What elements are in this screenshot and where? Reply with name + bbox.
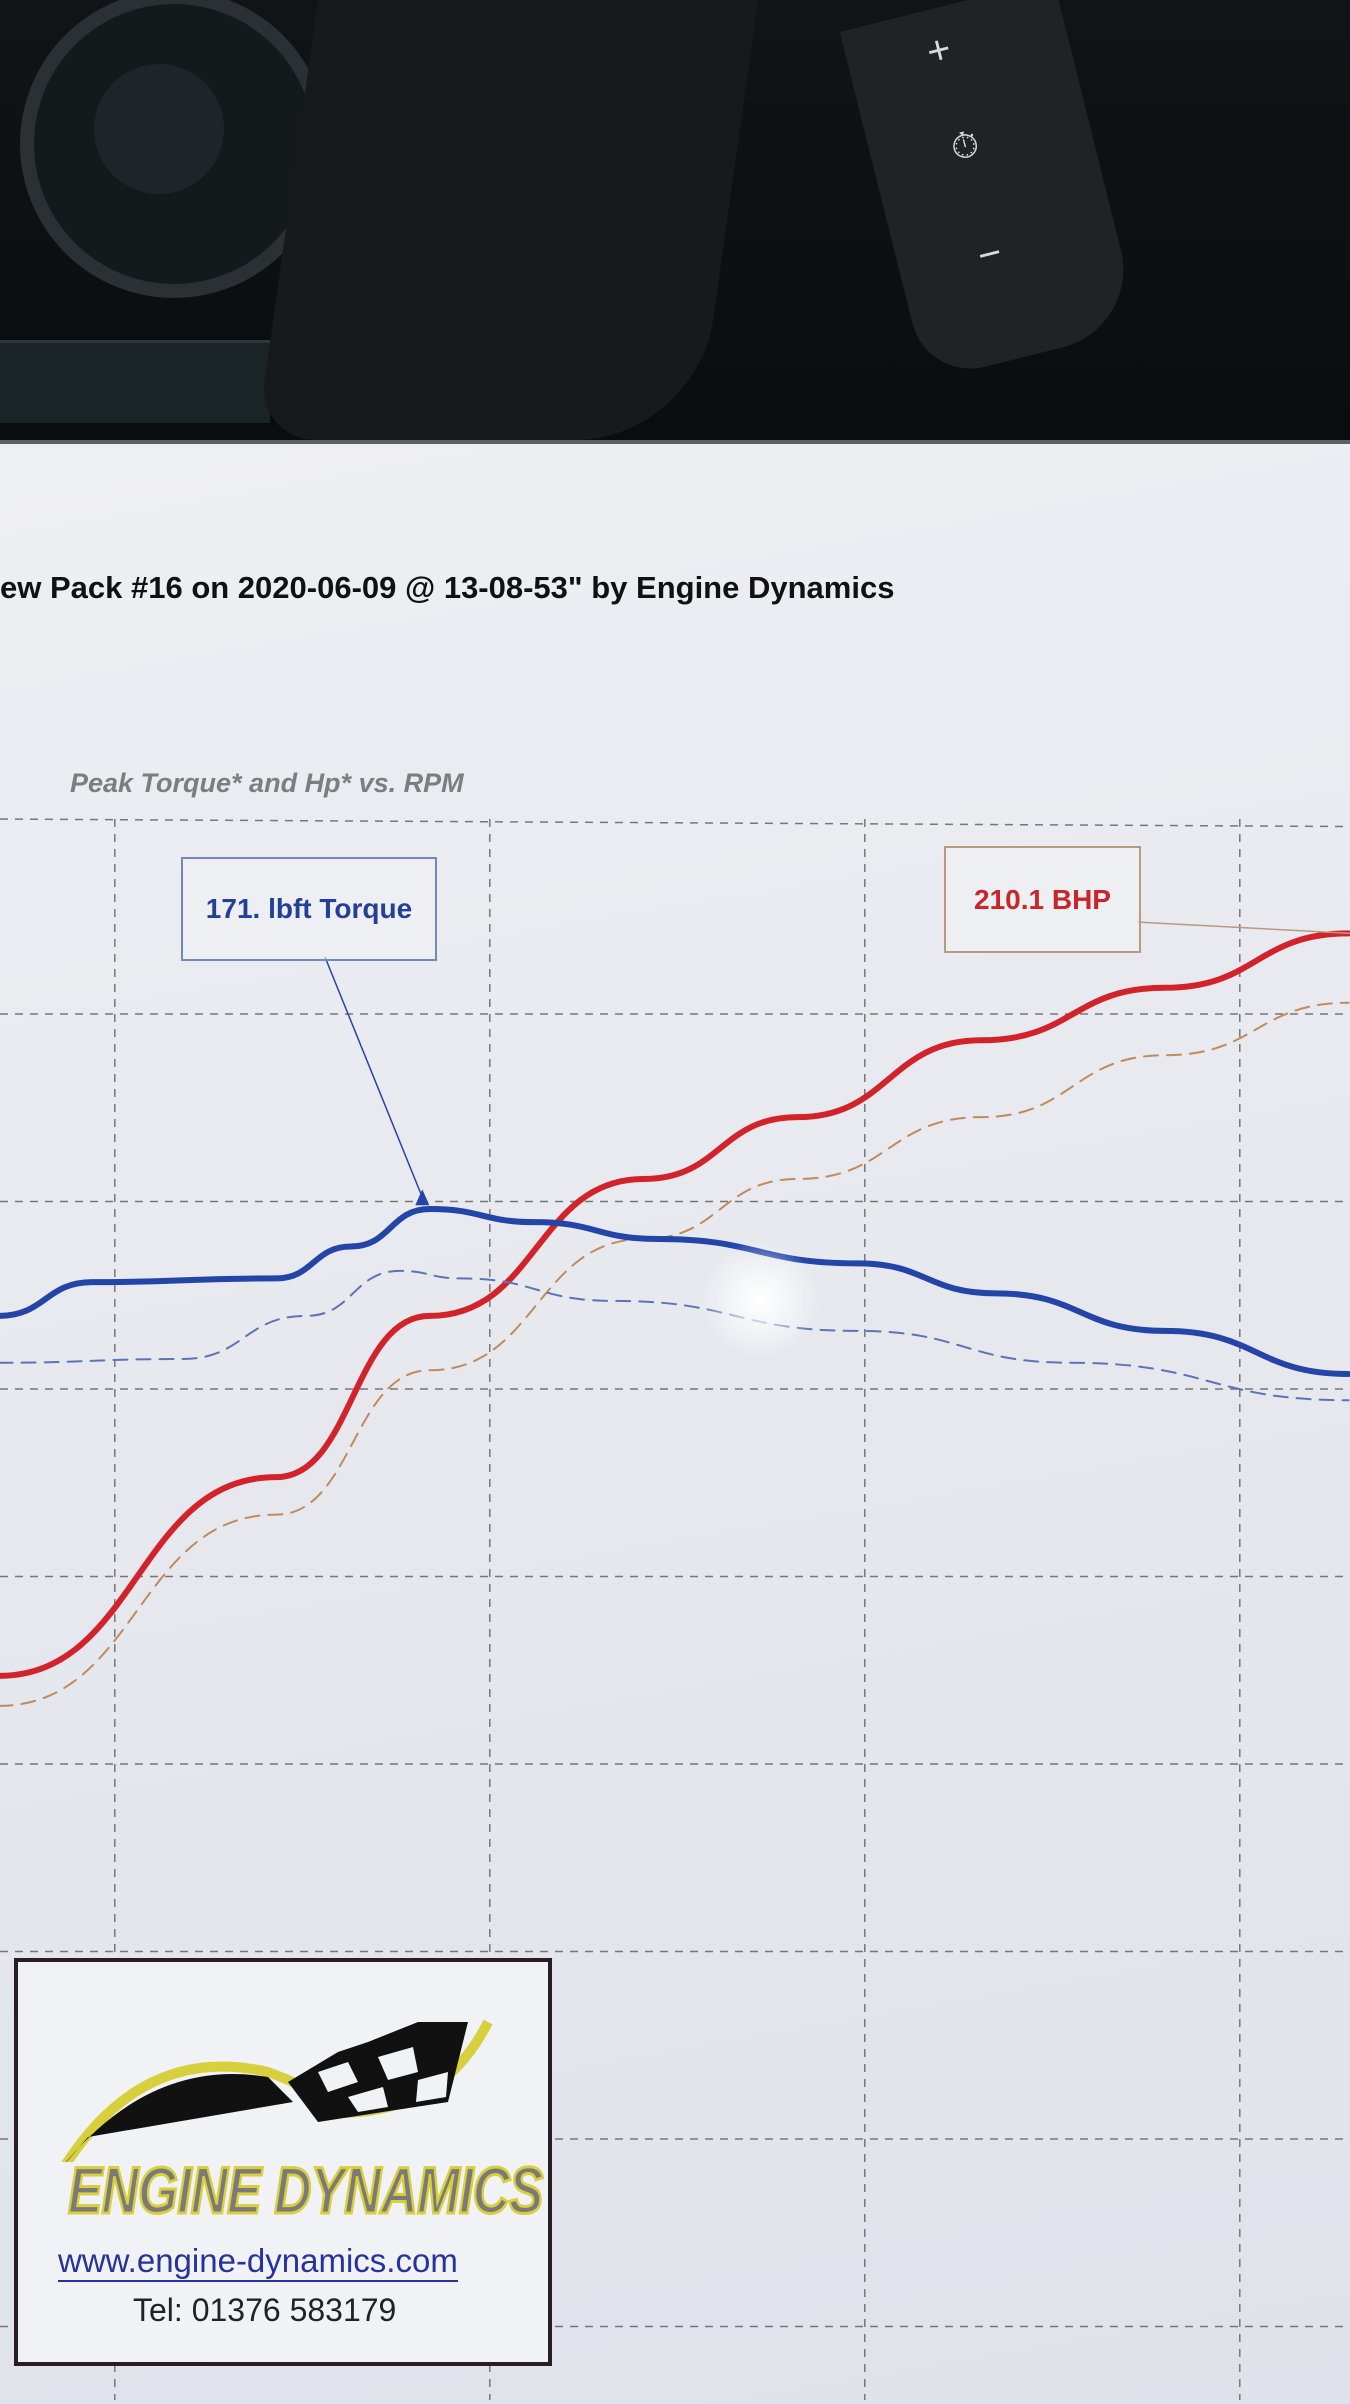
series-line-torque-lbft- — [0, 1206, 1350, 1378]
logo-wordmark: ENGINE DYNAMICS — [67, 2152, 545, 2229]
report-title: ew Pack #16 on 2020-06-09 @ 13-08-53" by… — [0, 570, 895, 605]
torque-peak-marker — [415, 1189, 430, 1206]
series-line-power-bhp- — [0, 930, 1350, 1679]
dashboard-screen — [0, 340, 270, 423]
series-line-torque-baseline — [0, 1269, 1350, 1402]
torque-annotation-leader — [324, 956, 423, 1198]
website-link[interactable]: www.engine-dynamics.com — [58, 2242, 458, 2282]
chart-title: Peak Torque* and Hp* vs. RPM — [70, 768, 464, 798]
gridline-horizontal — [0, 818, 1350, 828]
torque-annotation: 171. lbft Torque — [181, 857, 437, 961]
power-annotation-leader — [1136, 921, 1350, 935]
engine-dynamics-logo: ENGINE DYNAMICS www.engine-dynamics.com … — [14, 1958, 552, 2366]
phone-number: Tel: 01376 583179 — [133, 2292, 397, 2328]
checkered-flag-icon — [61, 2019, 493, 2162]
car-interior-background: + ⏱ − — [0, 0, 1350, 450]
series-line-power-baseline — [0, 1001, 1350, 1707]
light-glare — [700, 1240, 820, 1360]
power-annotation: 210.1 BHP — [944, 846, 1141, 953]
